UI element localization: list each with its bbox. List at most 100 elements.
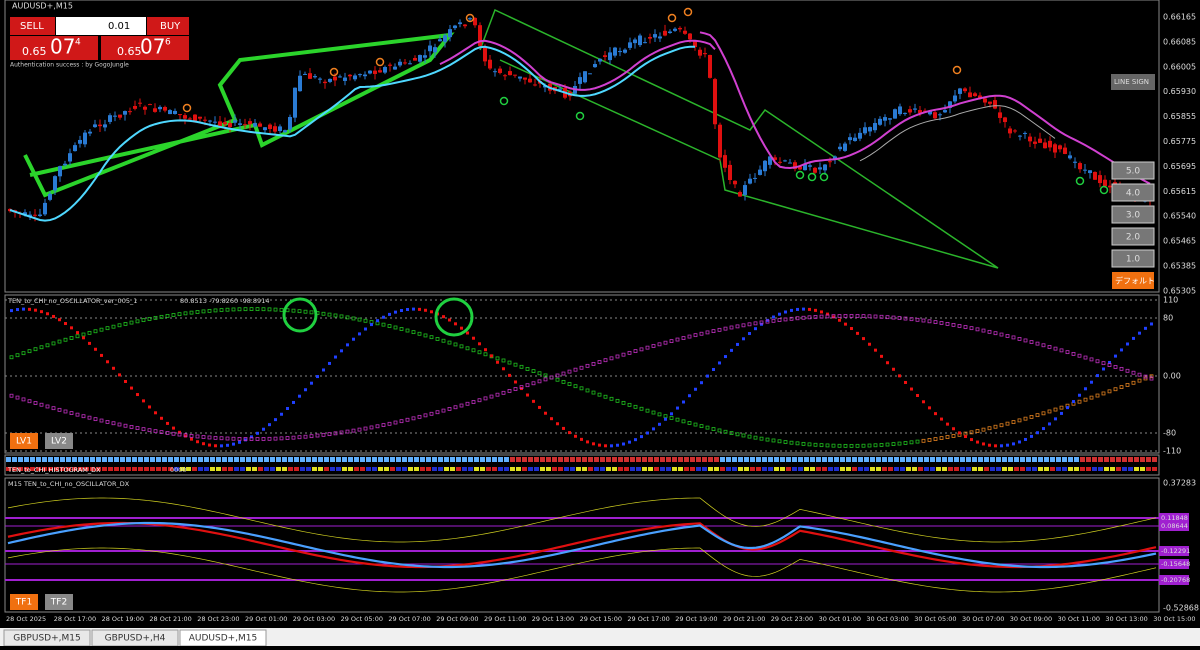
dx-line [7, 521, 1157, 569]
hist-cell [390, 457, 395, 462]
lv-btn[interactable] [45, 433, 73, 449]
level-label[interactable]: 2.0 [1126, 233, 1141, 243]
tf-label[interactable]: TF2 [50, 598, 67, 608]
sell-button[interactable] [10, 17, 55, 35]
hist-cell [990, 457, 995, 462]
time-label: 28 Oct 23:00 [197, 615, 239, 623]
tf-btn[interactable] [45, 594, 73, 610]
buy-button[interactable] [147, 17, 189, 35]
osc-green [99, 327, 104, 332]
osc-dot [394, 310, 397, 314]
line-sign-btn[interactable] [1111, 74, 1155, 90]
candle-body [588, 73, 592, 75]
hist-cell-2 [654, 467, 659, 471]
osc-dot [730, 348, 733, 352]
default-btn[interactable] [1112, 272, 1154, 289]
hist-cell [1008, 457, 1013, 462]
osc-dot [46, 312, 49, 316]
tf-btn[interactable] [10, 594, 38, 610]
signal [375, 57, 385, 67]
osc-green [723, 429, 728, 434]
osc-title: TEN_to_CHI_no_OSCILLATOR_ver_005_1 [7, 297, 137, 305]
hist-cell [876, 457, 881, 462]
hist-cell-2 [852, 467, 857, 471]
symbol: AUDUSD+,M15 [12, 2, 73, 11]
hist-cell [678, 457, 683, 462]
hist-cell [426, 457, 431, 462]
osc-magenta [807, 315, 812, 320]
level-label[interactable]: 4.0 [1126, 189, 1141, 199]
line-sign[interactable]: LINE SIGN [1114, 78, 1149, 86]
osc-green [681, 419, 686, 424]
osc-magenta [201, 435, 206, 439]
osc-green [147, 317, 152, 321]
hist-cell [270, 457, 275, 462]
osc-dot [262, 427, 265, 431]
level-btn[interactable] [1111, 249, 1155, 268]
hist-cell-2 [858, 467, 863, 471]
candle-body [718, 124, 722, 158]
signal [575, 111, 585, 121]
hist-cell [528, 457, 533, 462]
hist-cell-2 [1152, 467, 1157, 471]
time-label: 29 Oct 01:00 [245, 615, 287, 623]
candle-body [233, 120, 237, 123]
osc-dot [898, 374, 901, 378]
hist-cell [42, 457, 47, 462]
tab-label[interactable]: GBPUSD+,H4 [105, 634, 166, 644]
level-label[interactable]: 3.0 [1126, 211, 1141, 221]
osc-dot [1090, 380, 1093, 384]
candle-body [938, 114, 942, 116]
osc-green [687, 421, 692, 425]
candle-body [758, 169, 762, 175]
hist-cell [246, 457, 251, 462]
hist-cell-2 [384, 467, 389, 471]
osc-magenta [1095, 359, 1100, 364]
lv-label[interactable]: LV2 [51, 437, 67, 447]
hist-cell-2 [54, 467, 59, 471]
osc-magenta [1083, 355, 1088, 360]
hist-cell [918, 457, 923, 462]
osc-dot [940, 417, 943, 421]
buy-label[interactable]: BUY [160, 21, 181, 32]
candle-body [353, 75, 357, 80]
osc-green [51, 341, 56, 346]
osc-magenta [651, 344, 656, 348]
osc-green [123, 321, 128, 326]
hist-cell-2 [1074, 467, 1079, 471]
level-btn[interactable] [1111, 183, 1155, 202]
level-label[interactable]: 1.0 [1126, 255, 1141, 265]
hist-cell [576, 457, 581, 462]
hist-cell-2 [48, 467, 53, 471]
level-btn[interactable] [1111, 205, 1155, 224]
hist-cell [648, 457, 653, 462]
lv-btn[interactable] [10, 433, 38, 449]
osc-dot [790, 308, 793, 312]
lot-value[interactable]: 0.01 [108, 21, 130, 32]
lv-label[interactable]: LV1 [16, 437, 32, 447]
candle-body [913, 108, 917, 110]
hist-cell-2 [750, 467, 755, 471]
osc-dot [1006, 443, 1009, 447]
level-btn[interactable] [1111, 161, 1155, 180]
hist-cell [900, 457, 905, 462]
level-btn[interactable] [1111, 227, 1155, 246]
level-label[interactable]: 5.0 [1126, 167, 1141, 177]
osc-dot [682, 400, 685, 404]
osc-green [819, 443, 824, 448]
hist-cell [588, 457, 593, 462]
default-label[interactable]: デフォルト [1115, 276, 1155, 286]
osc-magenta [789, 316, 794, 321]
tab-label[interactable]: GBPUSD+,M15 [13, 634, 80, 644]
osc-magenta [927, 319, 932, 324]
tf-label[interactable]: TF1 [15, 598, 32, 608]
sell-label[interactable]: SELL [20, 21, 44, 32]
price-label: 0.65775 [1163, 137, 1196, 146]
osc-frame [4, 294, 1160, 454]
osc-dot [136, 393, 139, 397]
hist-cell [102, 457, 107, 462]
osc-dot [22, 307, 25, 311]
tab-label[interactable]: AUDUSD+,M15 [189, 634, 258, 644]
osc-magenta [135, 426, 140, 430]
